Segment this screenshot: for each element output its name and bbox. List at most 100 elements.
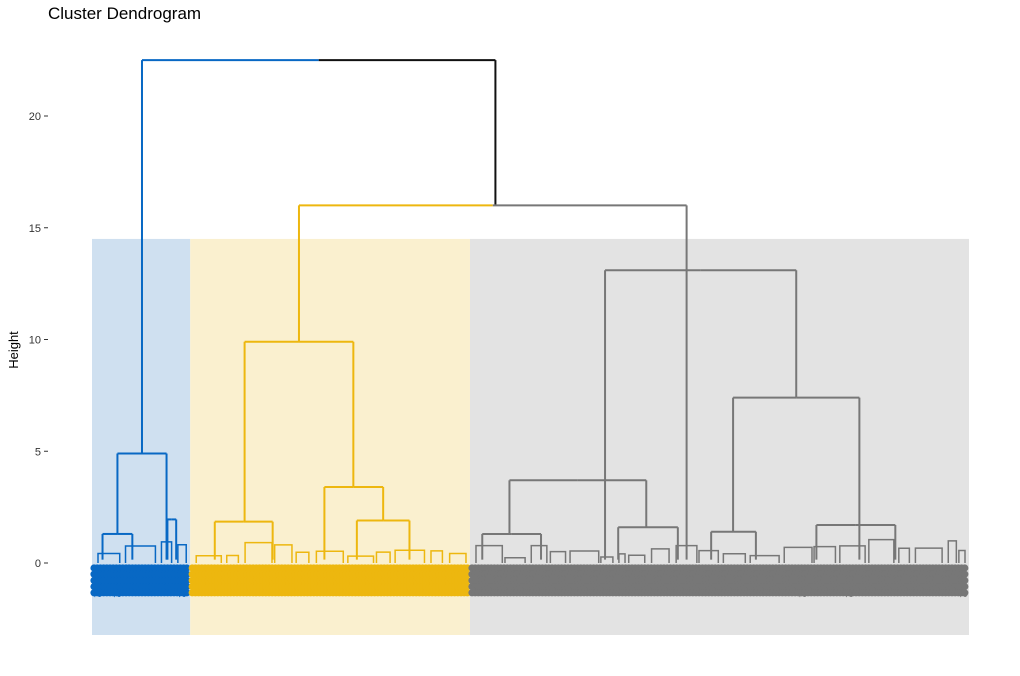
sub-branch-path bbox=[226, 554, 240, 563]
sub-branch-path bbox=[315, 550, 345, 563]
sub-branch-path bbox=[569, 550, 600, 563]
branch-15 bbox=[481, 532, 543, 560]
sub-branch bbox=[958, 549, 966, 563]
sub-branch-path bbox=[958, 549, 966, 563]
sub-branch bbox=[504, 557, 526, 563]
y-tick-label-0: 0 bbox=[35, 558, 41, 570]
branch-14 bbox=[815, 524, 897, 560]
sub-branch-path bbox=[722, 553, 747, 563]
sub-branch-path bbox=[273, 544, 293, 563]
sub-branch-path bbox=[839, 545, 866, 563]
sub-branch-path bbox=[177, 544, 187, 563]
sub-branch bbox=[549, 550, 567, 563]
leaf-point bbox=[183, 564, 191, 572]
sub-branch bbox=[722, 553, 747, 563]
leaf-point bbox=[183, 583, 191, 591]
sub-branch bbox=[124, 545, 157, 563]
sub-branch bbox=[273, 544, 293, 563]
leaf-label: 2 bbox=[797, 592, 808, 598]
branch-8 bbox=[323, 486, 385, 560]
sub-branch bbox=[839, 545, 866, 563]
sub-branch-path bbox=[244, 541, 273, 563]
branch-12 bbox=[101, 532, 134, 560]
sub-branch bbox=[947, 540, 958, 563]
dendrogram-leaves: 2 2 2 2 2 2 bbox=[90, 564, 969, 598]
sub-branch bbox=[530, 544, 548, 563]
sub-branch-path bbox=[124, 545, 157, 563]
leaf-point bbox=[183, 570, 191, 578]
branch-5 bbox=[732, 396, 861, 560]
leaf-label: 2 bbox=[957, 592, 968, 598]
sub-branch-path bbox=[504, 557, 526, 563]
sub-branch-path bbox=[600, 556, 614, 563]
sub-branch-path bbox=[160, 541, 173, 563]
leaf-point bbox=[961, 583, 969, 591]
leaf-band-3 bbox=[468, 564, 969, 597]
sub-branch bbox=[675, 544, 698, 563]
sub-branch-path bbox=[898, 547, 911, 563]
y-tick-label-10: 10 bbox=[29, 335, 41, 347]
sub-branch-path bbox=[475, 544, 504, 563]
branch-4 bbox=[243, 340, 355, 522]
sub-branch-path bbox=[295, 551, 310, 563]
sub-branch-path bbox=[347, 555, 375, 563]
sub-branch-path bbox=[868, 538, 895, 563]
y-axis: 0 5 10 15 20 bbox=[29, 111, 48, 570]
sub-branch bbox=[295, 551, 310, 563]
sub-branch-path bbox=[618, 553, 626, 563]
sub-branch bbox=[914, 547, 943, 563]
leaf-point bbox=[961, 576, 969, 585]
sub-branch bbox=[347, 555, 375, 563]
sub-branch-path bbox=[675, 544, 698, 563]
leaf-band-2 bbox=[188, 564, 472, 597]
branch-3 bbox=[604, 269, 798, 560]
y-tick-label-20: 20 bbox=[29, 111, 41, 123]
leaf-label: 2 bbox=[843, 592, 854, 598]
leaf-label: 2 bbox=[111, 592, 122, 598]
sub-branch-path bbox=[813, 545, 837, 563]
sub-branch bbox=[898, 547, 911, 563]
sub-branch-path bbox=[749, 554, 780, 563]
sub-branch bbox=[868, 538, 895, 563]
sub-branch-path bbox=[783, 546, 813, 563]
sub-branch bbox=[600, 556, 614, 563]
sub-branch bbox=[394, 549, 426, 563]
sub-branch bbox=[97, 552, 121, 563]
sub-branch-path bbox=[914, 547, 943, 563]
leaf-label: 2 bbox=[176, 592, 187, 598]
sub-branch bbox=[177, 544, 187, 563]
branch-10 bbox=[355, 519, 411, 560]
sub-branch bbox=[430, 550, 444, 563]
branch-2 bbox=[297, 204, 688, 560]
leaf-point bbox=[961, 564, 969, 572]
leaf-point bbox=[183, 589, 191, 597]
y-axis-title: Height bbox=[6, 331, 21, 369]
sub-branch bbox=[448, 552, 467, 563]
y-tick-label-15: 15 bbox=[29, 223, 41, 235]
sub-branch-path bbox=[650, 548, 670, 563]
dendrogram-branches bbox=[97, 59, 966, 563]
leaf-band-1 bbox=[90, 564, 191, 597]
branch-13 bbox=[710, 530, 757, 560]
sub-branch-path bbox=[375, 551, 391, 563]
sub-branch bbox=[375, 551, 391, 563]
sub-branch-path bbox=[430, 550, 444, 563]
leaf-point bbox=[183, 576, 191, 585]
sub-branch-path bbox=[530, 544, 548, 563]
sub-branch bbox=[627, 554, 646, 563]
leaf-label: 2 bbox=[92, 592, 103, 598]
sub-branch-path bbox=[549, 550, 567, 563]
sub-branch-path bbox=[394, 549, 426, 563]
chart-title: Cluster Dendrogram bbox=[48, 4, 202, 23]
sub-branch bbox=[813, 545, 837, 563]
leaf-point bbox=[961, 589, 969, 597]
sub-branch-path bbox=[97, 552, 121, 563]
sub-branch bbox=[160, 541, 173, 563]
sub-branch bbox=[749, 554, 780, 563]
leaf-point bbox=[961, 570, 969, 578]
sub-branch bbox=[475, 544, 504, 563]
y-tick-label-5: 5 bbox=[35, 446, 41, 458]
sub-branch bbox=[618, 553, 626, 563]
branch-1 bbox=[140, 59, 497, 454]
